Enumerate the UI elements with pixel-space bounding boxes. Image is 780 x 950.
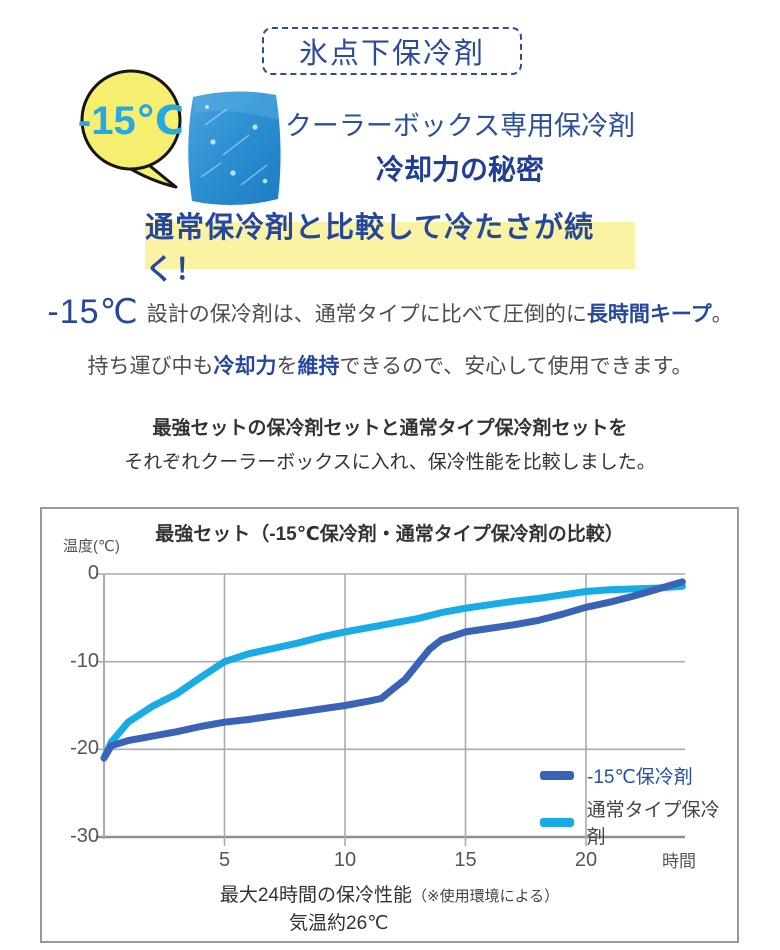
temp-speech-bubble: -15℃ (78, 46, 188, 194)
chart-x-axis-unit: 時間 (662, 852, 696, 871)
freezing-badge: 氷点下保冷剤 (262, 27, 522, 75)
legend-item-normal: 通常タイプ保冷剤 (540, 795, 737, 849)
para3-line1: 最強セットの保冷剤セットと通常タイプ保冷剤セットを (152, 418, 628, 439)
comparison-chart-card: 最強セット（-15℃保冷剤・通常タイプ保冷剤の比較） 温度(℃) 0 -10 -20… (40, 507, 739, 943)
x-tick-label: 5 (218, 849, 231, 871)
legend-swatch-dark-blue (540, 771, 574, 780)
y-tick-label: 0 (87, 562, 99, 584)
legend-label-minus15: -15℃保冷剤 (587, 767, 693, 788)
chart-caption-line1: 最大24時間の保冷性能（※使用環境による） (42, 880, 737, 907)
para2-text-3: できるので、安心して使用できます。 (339, 355, 693, 378)
body-paragraph-3: 最強セットの保冷剤セットと通常タイプ保冷剤セットを それぞれクーラーボックスに入… (0, 412, 780, 480)
chart-y-axis-label: 温度(℃) (63, 538, 120, 555)
chart-title: 最強セット（-15℃保冷剤・通常タイプ保冷剤の比較） (155, 524, 624, 545)
minus15-lead: -15℃ (47, 293, 139, 331)
caption-note: （※使用環境による） (412, 888, 560, 905)
bubble-temp-text: -15℃ (78, 99, 184, 143)
body-paragraph-1: -15℃ 設計の保冷剤は、通常タイプに比べて圧倒的に長時間キープ。 (0, 290, 780, 337)
para2-emphasis-2: 維持 (297, 355, 340, 378)
line-chart-plot (96, 573, 686, 846)
x-tick-label: 20 (574, 849, 598, 871)
para2-text-1: 持ち運び中も (87, 355, 214, 378)
caption-main: 最大24時間の保冷性能 (219, 885, 412, 906)
icepack-icon (188, 91, 281, 206)
para3-line2: それぞれクーラーボックスに入れ、保冷性能を比較しました。 (124, 452, 656, 473)
x-tick-label: 15 (454, 849, 477, 871)
speech-bubble-icon: -15℃ (78, 69, 184, 189)
icepack-image (183, 85, 285, 210)
para1-text: 設計の保冷剤は、通常タイプに比べて圧倒的に (146, 303, 587, 326)
highlight-heading: 通常保冷剤と比較して冷たさが続く！ (145, 212, 635, 286)
legend-label-normal: 通常タイプ保冷剤 (586, 800, 720, 848)
subtitle-line2: 冷却力の秘密 (375, 154, 544, 185)
y-tick-label: -20 (70, 737, 99, 760)
chart-area: 最強セット（-15℃保冷剤・通常タイプ保冷剤の比較） 温度(℃) 0 -10 -20… (42, 509, 737, 941)
legend-item-minus15: -15℃保冷剤 (540, 762, 693, 789)
para2-text-2: を (276, 355, 298, 378)
legend-swatch-light-blue (540, 817, 574, 827)
chart-caption-line2: 気温約26℃ (289, 913, 389, 934)
y-tick-label: -30 (70, 825, 99, 847)
para2-emphasis-1: 冷却力 (213, 355, 277, 378)
x-tick-label: 10 (333, 849, 357, 871)
para1-period: 。 (711, 303, 733, 326)
y-tick-label: -10 (70, 649, 99, 672)
body-paragraph-2: 持ち運び中も冷却力を維持できるので、安心して使用できます。 (0, 352, 780, 382)
subtitle-line1: クーラーボックス専用保冷剤 (284, 111, 636, 141)
para1-emphasis: 長時間キープ (586, 303, 712, 326)
